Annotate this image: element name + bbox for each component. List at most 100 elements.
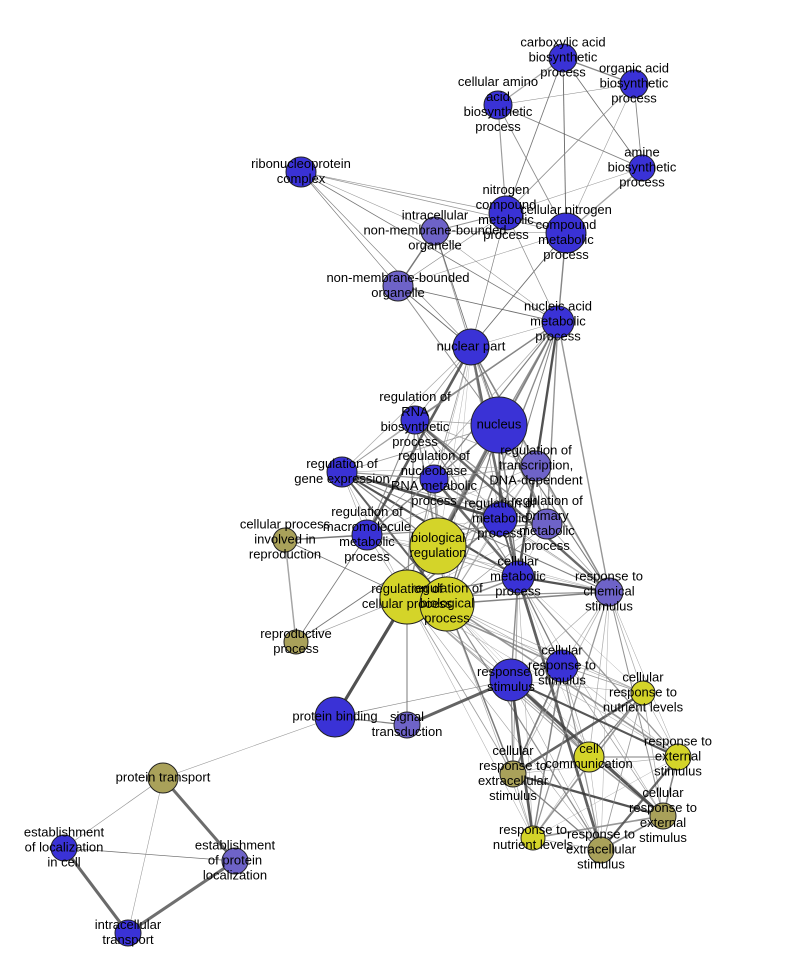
svg-text:reproductive: reproductive [260,626,332,641]
svg-text:nutrient levels: nutrient levels [603,700,684,715]
svg-text:metabolic: metabolic [538,232,594,247]
svg-text:RNA: RNA [401,404,429,419]
svg-text:regulation of: regulation of [500,443,572,458]
svg-text:response to: response to [479,758,547,773]
svg-text:compound: compound [536,217,597,232]
svg-text:response to: response to [575,569,643,584]
svg-text:biosynthetic: biosynthetic [608,160,677,175]
svg-text:cellular amino: cellular amino [458,74,538,89]
svg-text:extracellular: extracellular [566,842,637,857]
svg-text:stimulus: stimulus [489,788,537,803]
svg-text:nutrient levels: nutrient levels [493,837,574,852]
svg-text:DNA-dependent: DNA-dependent [489,473,583,488]
svg-text:biosynthetic: biosynthetic [600,76,669,91]
svg-text:process: process [344,549,390,564]
svg-text:cellular: cellular [622,670,664,685]
svg-text:signal: signal [390,709,424,724]
svg-text:response to: response to [567,827,635,842]
svg-text:extracellular: extracellular [478,773,549,788]
svg-text:process: process [540,65,586,80]
svg-text:stimulus: stimulus [585,599,633,614]
svg-text:process: process [477,526,523,541]
svg-text:external: external [640,815,686,830]
svg-text:localization: localization [203,868,267,883]
svg-text:ribonucleoprotein: ribonucleoprotein [251,156,351,171]
svg-text:response to: response to [644,734,712,749]
svg-text:regulation of: regulation of [411,581,483,596]
svg-text:organic acid: organic acid [599,61,669,76]
svg-text:reproduction: reproduction [249,547,321,562]
svg-text:RNA metabolic: RNA metabolic [391,478,477,493]
svg-text:process: process [273,641,319,656]
svg-text:acid: acid [486,89,510,104]
svg-text:process: process [411,493,457,508]
svg-text:biosynthetic: biosynthetic [529,50,598,65]
svg-text:transport: transport [102,932,154,947]
svg-text:process: process [424,611,470,626]
svg-text:of localization: of localization [25,840,104,855]
svg-text:organelle: organelle [371,285,425,300]
svg-text:cellular: cellular [492,743,534,758]
svg-text:regulation of: regulation of [379,389,451,404]
svg-text:intracellular: intracellular [95,917,162,932]
svg-text:chemical: chemical [583,584,634,599]
svg-text:establishment: establishment [195,838,276,853]
svg-text:external: external [655,749,701,764]
svg-text:stimulus: stimulus [639,830,687,845]
svg-text:cellular: cellular [497,554,539,569]
svg-text:biological: biological [411,530,465,545]
svg-text:transcription,: transcription, [499,458,573,473]
svg-text:nucleobase: nucleobase [401,463,468,478]
svg-text:cellular nitrogen: cellular nitrogen [520,202,612,217]
svg-text:biosynthetic: biosynthetic [464,104,533,119]
svg-text:metabolic: metabolic [490,569,546,584]
svg-text:biological: biological [420,596,474,611]
svg-text:response to: response to [477,664,545,679]
svg-text:amine: amine [624,145,659,160]
svg-text:in cell: in cell [47,855,80,870]
svg-text:non-membrane-bounded: non-membrane-bounded [363,223,506,238]
svg-text:process: process [392,434,438,449]
svg-text:stimulus: stimulus [487,679,535,694]
svg-text:nitrogen: nitrogen [483,182,530,197]
svg-text:process: process [611,91,657,106]
svg-text:transduction: transduction [372,724,443,739]
svg-text:response to: response to [499,822,567,837]
svg-text:regulation of: regulation of [398,448,470,463]
svg-text:intracellular: intracellular [402,208,469,223]
svg-text:organelle: organelle [408,238,462,253]
svg-text:establishment: establishment [24,825,105,840]
svg-text:nucleus: nucleus [477,417,522,432]
svg-text:metabolic: metabolic [530,314,586,329]
svg-text:metabolic: metabolic [472,511,528,526]
svg-text:stimulus: stimulus [538,673,586,688]
svg-text:involved in: involved in [254,532,315,547]
svg-text:response to: response to [629,800,697,815]
svg-text:process: process [475,119,521,134]
svg-text:process: process [524,538,570,553]
svg-text:cellular: cellular [541,643,583,658]
svg-text:process: process [495,584,541,599]
svg-text:of protein: of protein [208,853,262,868]
svg-text:macromolecule: macromolecule [323,519,411,534]
svg-text:protein transport: protein transport [116,770,211,785]
svg-text:nuclear part: nuclear part [437,339,506,354]
svg-text:process: process [543,247,589,262]
svg-text:regulation of: regulation of [331,504,403,519]
svg-text:regulation of: regulation of [464,496,536,511]
svg-text:protein binding: protein binding [292,709,377,724]
svg-text:non-membrane-bounded: non-membrane-bounded [326,270,469,285]
svg-text:process: process [619,175,665,190]
svg-text:regulation of: regulation of [306,456,378,471]
svg-text:carboxylic acid: carboxylic acid [520,35,605,50]
svg-text:cellular: cellular [642,785,684,800]
svg-text:cell: cell [579,741,599,756]
svg-text:process: process [535,329,581,344]
svg-text:response to: response to [609,685,677,700]
svg-text:regulation: regulation [409,545,466,560]
svg-text:cellular process: cellular process [240,517,331,532]
svg-text:communication: communication [545,756,632,771]
svg-text:biosynthetic: biosynthetic [381,419,450,434]
svg-text:stimulus: stimulus [654,764,702,779]
svg-text:gene expression: gene expression [294,471,389,486]
